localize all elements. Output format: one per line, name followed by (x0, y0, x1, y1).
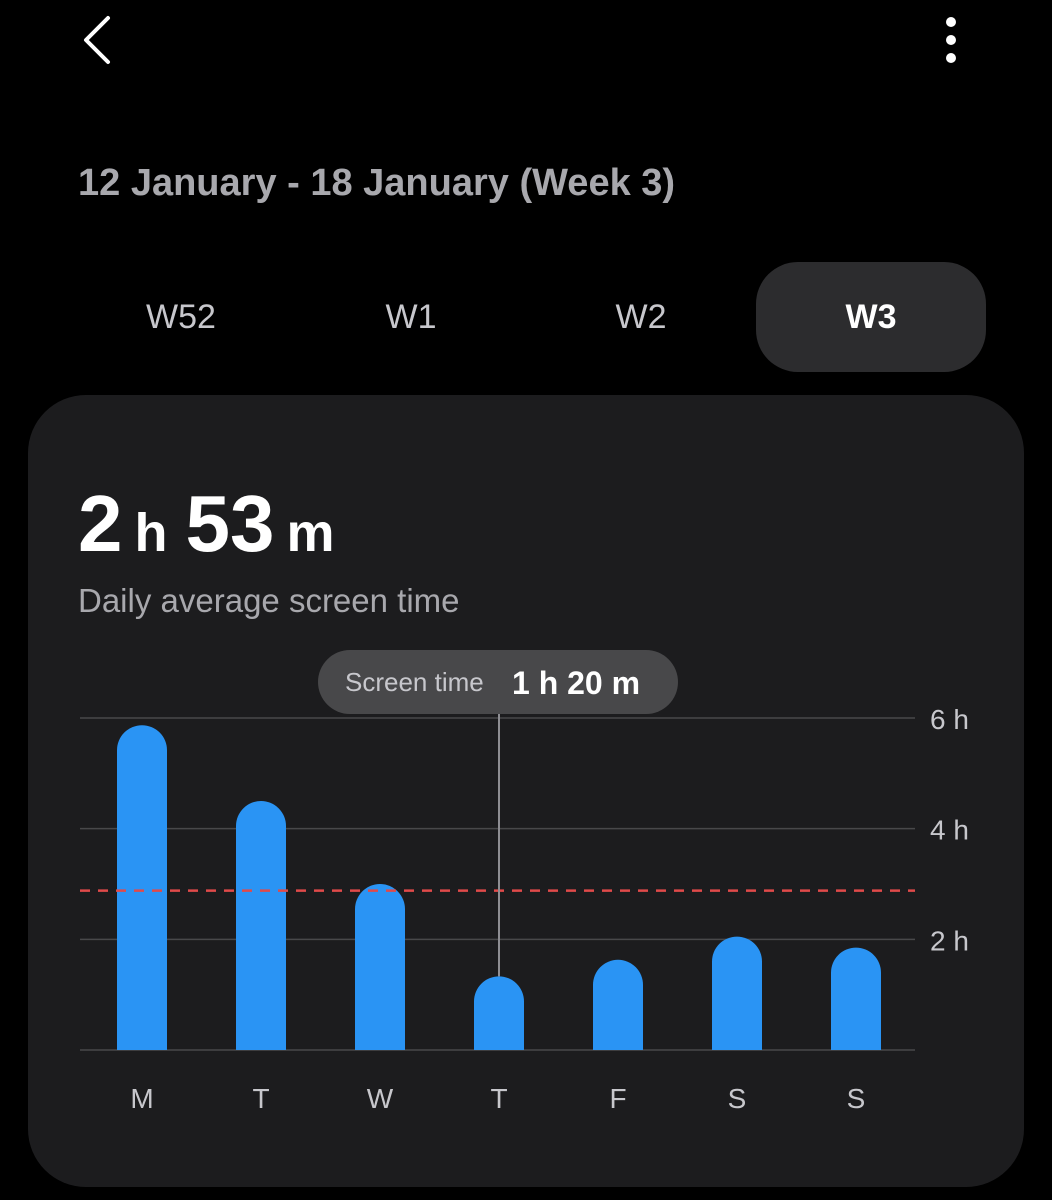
daily-average-value: 2 h 53 m (78, 478, 353, 570)
x-tick-label: S (728, 1083, 747, 1114)
tab-label: W3 (845, 297, 897, 336)
hours-value: 2 (78, 479, 123, 568)
tab-week-1[interactable]: W1 (296, 262, 526, 372)
more-options-button[interactable] (926, 12, 976, 68)
tooltip-value: 1 h 20 m (512, 665, 640, 701)
hours-unit: h (134, 503, 168, 563)
tab-week-52[interactable]: W52 (66, 262, 296, 372)
x-tick-label: T (490, 1083, 507, 1114)
y-tick-label: 4 h (930, 815, 969, 846)
more-vertical-icon (946, 17, 956, 63)
minutes-unit: m (286, 503, 335, 563)
tab-label: W1 (385, 297, 437, 336)
date-range-title: 12 January - 18 January (Week 3) (78, 162, 676, 204)
minutes-value: 53 (185, 479, 275, 568)
bar-w-2[interactable] (355, 884, 405, 1050)
tab-label: W2 (615, 297, 667, 336)
x-tick-label: W (367, 1083, 394, 1114)
bar-t-1[interactable] (236, 801, 286, 1050)
y-tick-label: 2 h (930, 925, 969, 956)
bar-m-0[interactable] (117, 725, 167, 1050)
daily-average-label: Daily average screen time (78, 582, 460, 619)
y-tick-label: 6 h (930, 704, 969, 735)
x-tick-label: T (252, 1083, 269, 1114)
x-tick-label: M (130, 1083, 153, 1114)
chevron-left-icon (84, 16, 110, 64)
tooltip-bubble (318, 650, 678, 714)
bar-s-6[interactable] (831, 947, 881, 1050)
tab-label: W52 (146, 297, 216, 336)
screen-time-card (28, 395, 1024, 1187)
back-button[interactable] (70, 10, 130, 70)
bar-t-3[interactable] (473, 976, 524, 1050)
tab-week-2[interactable]: W2 (526, 262, 756, 372)
x-tick-label: S (847, 1083, 866, 1114)
x-tick-label: F (609, 1083, 626, 1114)
bar-f-4[interactable] (593, 959, 643, 1050)
tooltip-label: Screen time (345, 667, 484, 697)
week-selector: W52 W1 W2 W3 (66, 262, 986, 372)
bar-s-5[interactable] (712, 936, 762, 1050)
tab-week-3[interactable]: W3 (756, 262, 986, 372)
